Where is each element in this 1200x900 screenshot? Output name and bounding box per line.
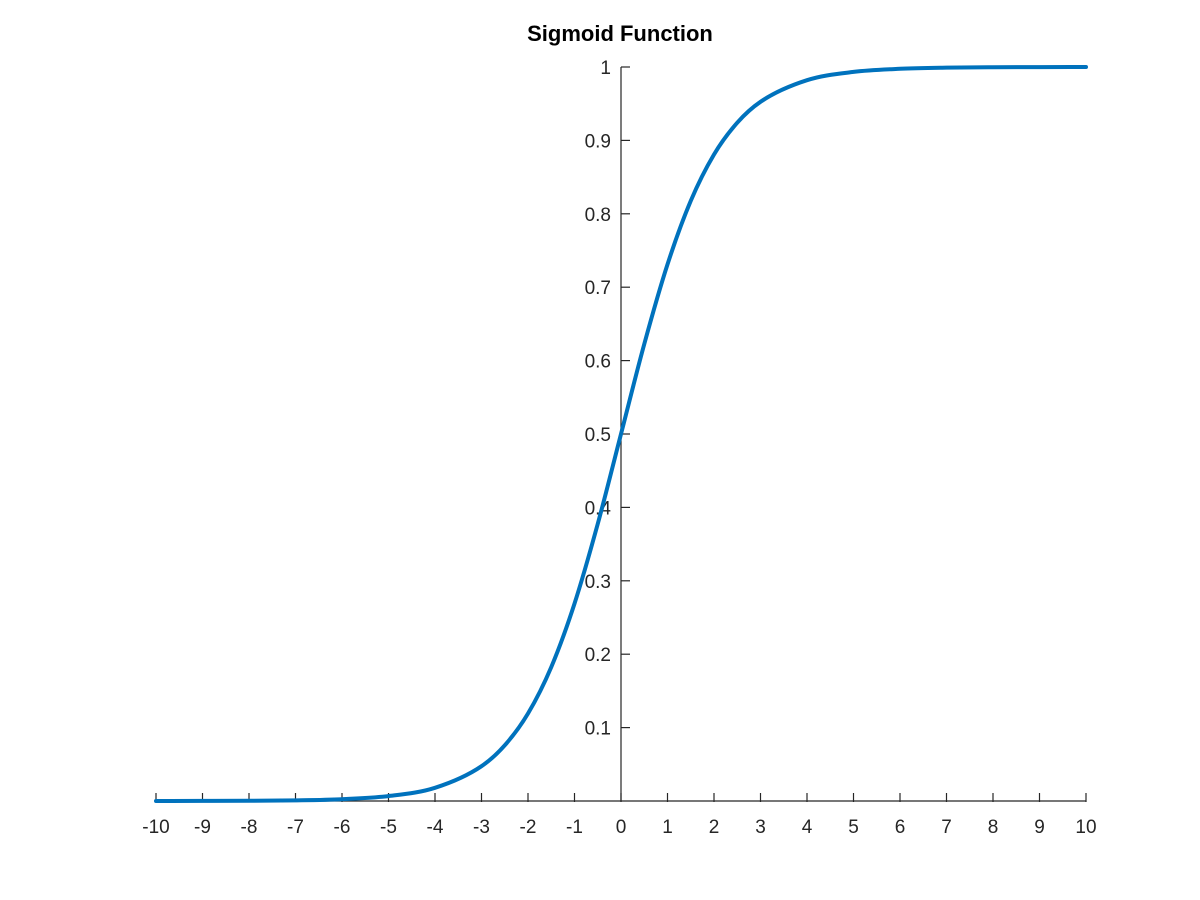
x-tick-label: 0: [616, 817, 627, 838]
x-tick-label: 7: [941, 817, 952, 838]
x-tick-label: 8: [988, 817, 999, 838]
x-tick-label: 5: [848, 817, 859, 838]
data-point: [549, 665, 553, 669]
y-tick-label: 0.2: [585, 645, 611, 666]
data-point: [712, 152, 716, 156]
data-point: [433, 786, 437, 790]
data-point: [1038, 65, 1042, 69]
data-point: [666, 262, 670, 266]
x-axis-ticks: -10 -9 -8 -7 -6 -5 -4 -3 -2 -1 0 1 2 3 4 5 6 7 8 9 10: [142, 793, 1097, 838]
data-point: [526, 712, 530, 716]
x-tick-label: -6: [334, 817, 351, 838]
data-point: [805, 78, 809, 82]
y-axis-ticks: 0.10.20.30.40.50.60.70.80.91: [585, 58, 630, 740]
y-tick-label: 0.8: [585, 205, 611, 226]
data-point: [503, 743, 507, 747]
x-tick-label: -3: [473, 817, 490, 838]
x-tick-label: -2: [520, 817, 537, 838]
data-point: [596, 522, 600, 526]
x-tick-label: 6: [895, 817, 906, 838]
data-point: [735, 121, 739, 125]
x-tick-label: 10: [1075, 817, 1096, 838]
data-point: [898, 67, 902, 71]
data-point: [759, 100, 763, 104]
data-point: [991, 65, 995, 69]
x-tick-label: -8: [241, 817, 258, 838]
data-point: [852, 70, 856, 74]
data-point: [480, 764, 484, 768]
data-point: [1084, 65, 1088, 69]
x-tick-label: -4: [427, 817, 444, 838]
data-point: [247, 799, 251, 803]
x-tick-label: 1: [662, 817, 673, 838]
data-point: [945, 66, 949, 70]
data-point: [387, 794, 391, 798]
data-point: [340, 797, 344, 801]
y-tick-label: 0.6: [585, 352, 611, 373]
y-tick-label: 1: [600, 58, 611, 79]
y-tick-label: 0.3: [585, 572, 611, 593]
x-tick-label: 4: [802, 817, 813, 838]
x-tick-label: -9: [194, 817, 211, 838]
data-point: [201, 799, 205, 803]
data-point: [573, 602, 577, 606]
x-tick-label: 9: [1034, 817, 1045, 838]
x-tick-label: -10: [142, 817, 169, 838]
data-point: [689, 199, 693, 203]
x-tick-label: -1: [566, 817, 583, 838]
data-point: [642, 342, 646, 346]
data-point: [154, 799, 158, 803]
chart-title: Sigmoid Function: [527, 21, 713, 46]
x-tick-label: 2: [709, 817, 720, 838]
y-tick-label: 0.9: [585, 131, 611, 152]
series-line-sigmoid: [154, 65, 1088, 803]
x-tick-label: 3: [755, 817, 766, 838]
x-tick-label: -5: [380, 817, 397, 838]
y-tick-label: 0.5: [585, 425, 611, 446]
y-tick-label: 0.1: [585, 719, 611, 740]
y-tick-label: 0.7: [585, 278, 611, 299]
data-point: [619, 432, 623, 436]
x-tick-label: -7: [287, 817, 304, 838]
data-point: [294, 798, 298, 802]
